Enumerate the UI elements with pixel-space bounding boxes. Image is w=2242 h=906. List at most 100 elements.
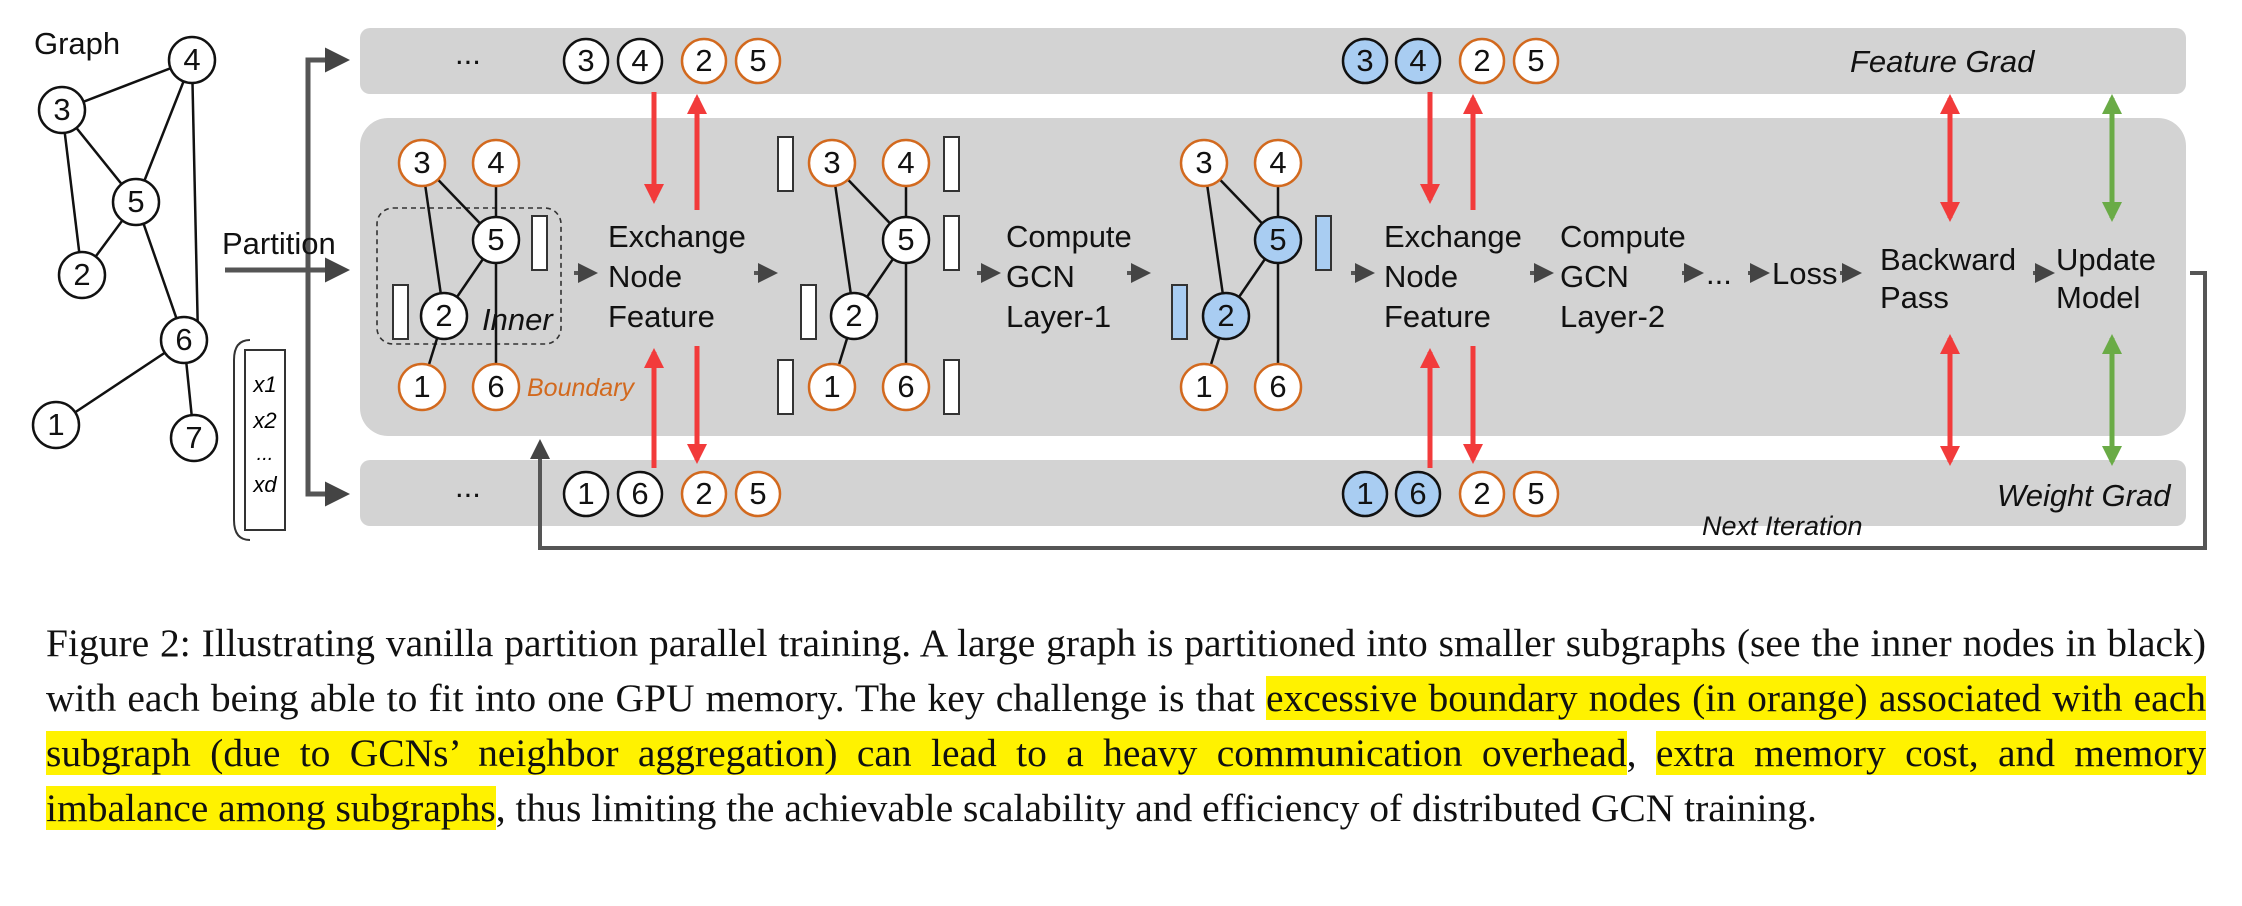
bottom-lane-panel: [360, 460, 2186, 526]
svg-text:Feature: Feature: [1384, 299, 1491, 334]
loss-step: Loss: [1772, 256, 1837, 291]
svg-text:6: 6: [631, 476, 648, 511]
svg-text:1: 1: [47, 407, 64, 442]
bottom-node-2-a: 2: [680, 470, 728, 518]
bottom-node-6-a: 6: [616, 470, 664, 518]
svg-text:5: 5: [127, 184, 144, 219]
sg1-feature-bar-5: [531, 215, 548, 271]
svg-text:4: 4: [897, 145, 914, 180]
feature-box: [244, 349, 286, 531]
top-lane-panel: [360, 28, 2186, 94]
boundary-label: Boundary: [527, 374, 636, 402]
svg-text:xd: xd: [252, 472, 277, 497]
top-node-2-a: 2: [680, 37, 728, 85]
svg-text:2: 2: [1473, 476, 1490, 511]
graph-node-6: 6: [159, 315, 209, 365]
sg2-node-4: 4: [881, 138, 931, 188]
partition-label: Partition: [222, 226, 336, 261]
svg-text:6: 6: [897, 369, 914, 404]
svg-text:5: 5: [749, 43, 766, 78]
graph-node-5: 5: [111, 177, 161, 227]
feature-grad-label: Feature Grad: [1850, 44, 2036, 79]
svg-text:3: 3: [1356, 43, 1373, 78]
svg-text:4: 4: [631, 43, 648, 78]
svg-text:Exchange: Exchange: [1384, 219, 1522, 254]
sg1-node-2: 2: [419, 291, 469, 341]
svg-text:1: 1: [577, 476, 594, 511]
compute-step-2: Compute GCN Layer-2: [1560, 219, 1686, 334]
svg-text:2: 2: [435, 298, 452, 333]
sg3-node-3: 3: [1179, 138, 1229, 188]
backward-step: Backward Pass: [1880, 242, 2016, 315]
svg-text:6: 6: [487, 369, 504, 404]
svg-text:2: 2: [1217, 298, 1234, 333]
svg-text:Node: Node: [1384, 259, 1458, 294]
svg-text:x2: x2: [252, 408, 276, 433]
svg-text:2: 2: [695, 476, 712, 511]
svg-text:1: 1: [1356, 476, 1373, 511]
sg2-node-3: 3: [807, 138, 857, 188]
top-node-4-b: 4: [1394, 37, 1442, 85]
svg-text:1: 1: [413, 369, 430, 404]
svg-text:GCN: GCN: [1006, 259, 1075, 294]
sg3-node-4: 4: [1253, 138, 1303, 188]
bottom-node-2-b: 2: [1458, 470, 1506, 518]
sg1-node-3: 3: [397, 138, 447, 188]
svg-text:Backward: Backward: [1880, 242, 2016, 277]
sg1-node-6: 6: [471, 362, 521, 412]
svg-text:3: 3: [53, 92, 70, 127]
svg-text:6: 6: [175, 322, 192, 357]
inner-region: [376, 207, 562, 345]
svg-text:4: 4: [183, 42, 200, 77]
sg3-node-1: 1: [1179, 362, 1229, 412]
feature-brace: [233, 339, 251, 541]
sg3-feature-bar-5: [1315, 215, 1332, 271]
caption-text-3: , thus limiting the achievable scalabili…: [495, 786, 1817, 830]
partition-training-diagram: Graph 3 4 5 2 6 1 7 x1 x2 ... xd: [31, 26, 2207, 550]
sg2-node-5: 5: [881, 215, 931, 265]
svg-text:5: 5: [1527, 476, 1544, 511]
svg-text:2: 2: [845, 298, 862, 333]
svg-text:Exchange: Exchange: [608, 219, 746, 254]
svg-text:x1: x1: [252, 372, 276, 397]
bottom-node-6-b: 6: [1394, 470, 1442, 518]
next-iteration-label: Next Iteration: [1702, 511, 1863, 541]
svg-text:Compute: Compute: [1006, 219, 1132, 254]
svg-text:5: 5: [487, 222, 504, 257]
svg-text:5: 5: [897, 222, 914, 257]
svg-text:5: 5: [749, 476, 766, 511]
svg-text:Feature: Feature: [608, 299, 715, 334]
graph-node-1: 1: [31, 400, 81, 450]
inner-label: Inner: [482, 302, 554, 337]
svg-text:Node: Node: [608, 259, 682, 294]
svg-text:7: 7: [185, 420, 202, 455]
sg2-feature-bar-4: [943, 136, 960, 192]
svg-text:Model: Model: [2056, 280, 2140, 315]
sg2-feature-bar-5: [943, 215, 960, 271]
sg3-node-2: 2: [1201, 291, 1251, 341]
sg3-feature-bar-2: [1171, 284, 1188, 340]
sg2-feature-bar-1: [777, 359, 794, 415]
bottom-node-1-b: 1: [1341, 470, 1389, 518]
graph-node-3: 3: [37, 85, 87, 135]
sg1-feature-bar-2: [392, 284, 409, 340]
svg-text:3: 3: [1195, 145, 1212, 180]
graph-node-2: 2: [57, 250, 107, 300]
next-iteration-arrow: [530, 271, 2207, 550]
graph-node-4: 4: [167, 35, 217, 85]
top-node-4-a: 4: [616, 37, 664, 85]
svg-text:Update: Update: [2056, 242, 2156, 277]
svg-text:4: 4: [1409, 43, 1426, 78]
compute-step-1: Compute GCN Layer-1: [1006, 219, 1132, 334]
svg-text:5: 5: [1269, 222, 1286, 257]
svg-text:3: 3: [413, 145, 430, 180]
svg-text:4: 4: [1269, 145, 1286, 180]
caption-text-2: ,: [1626, 731, 1656, 775]
partition-arrows: [225, 47, 350, 507]
sg2-feature-bar-2: [800, 284, 817, 340]
figure-caption: Figure 2: Illustrating vanilla partition…: [46, 616, 2207, 836]
bottom-node-5-b: 5: [1512, 470, 1560, 518]
update-step: Update Model: [2056, 242, 2156, 315]
bottom-lane-ellipsis: ...: [455, 469, 481, 504]
